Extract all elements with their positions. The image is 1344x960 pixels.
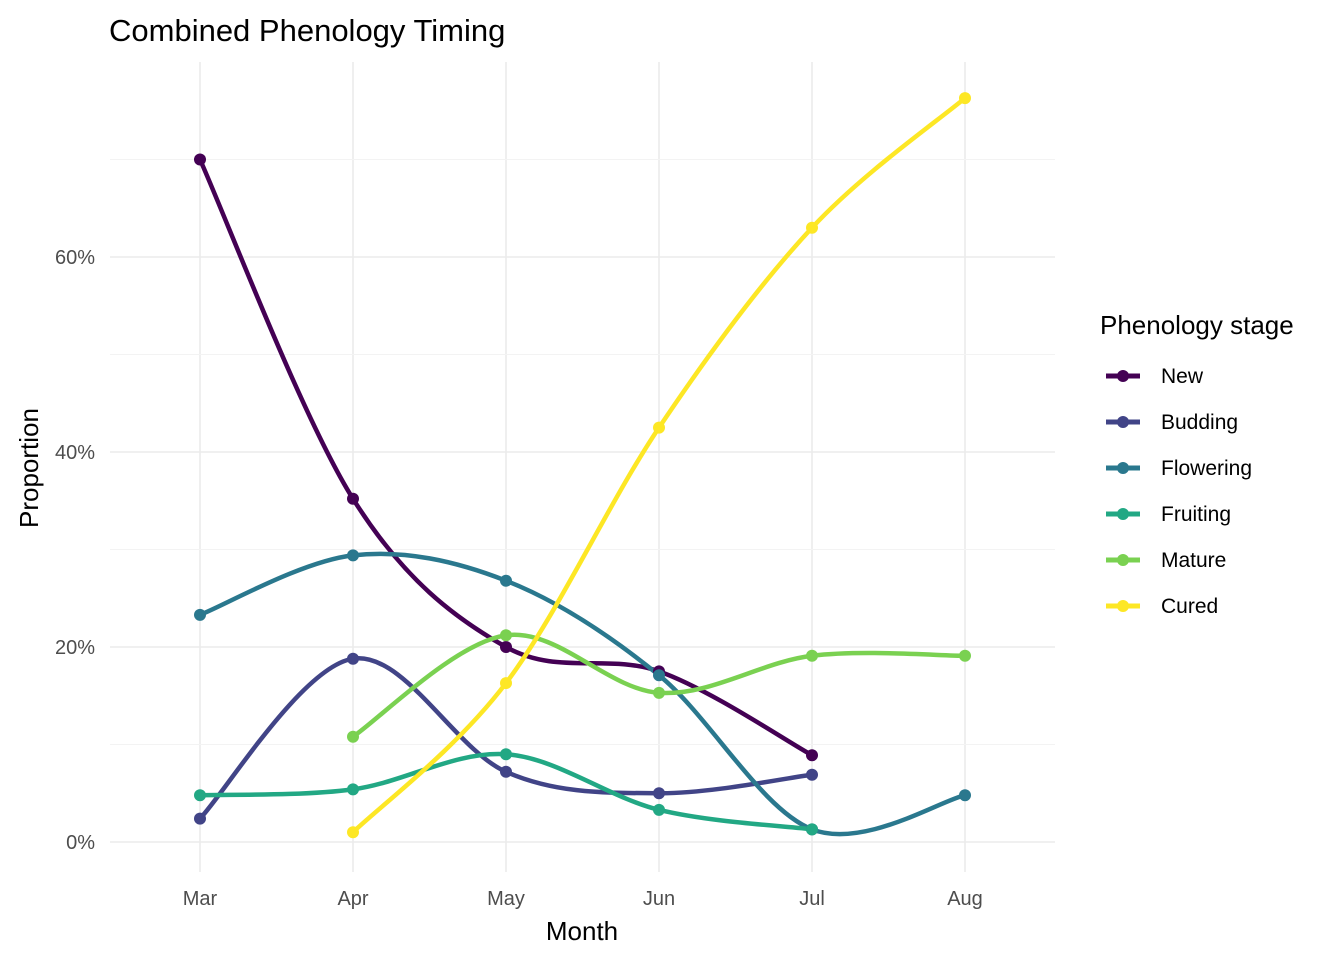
x-tick-label: Aug <box>947 888 983 910</box>
legend-key-point-new <box>1117 370 1129 382</box>
data-point-mature <box>500 629 512 642</box>
series-points <box>194 92 971 839</box>
x-axis-ticks: Mar Apr May Jun Jul Aug <box>183 888 983 910</box>
data-point-cured <box>347 826 359 839</box>
data-point-mature <box>806 649 818 662</box>
x-tick-label: Mar <box>183 888 218 910</box>
data-point-cured <box>653 421 665 434</box>
data-point-fruiting <box>806 823 818 836</box>
chart-title: Combined Phenology Timing <box>109 13 505 48</box>
data-point-budding <box>500 765 512 778</box>
grid <box>110 62 1055 872</box>
data-point-flowering <box>194 608 206 621</box>
data-point-new <box>347 492 359 505</box>
y-tick-label: 20% <box>55 637 95 659</box>
legend: Phenology stage New Budding Flowering Fruit… <box>1100 310 1294 618</box>
data-point-mature <box>653 686 665 699</box>
legend-key-point-mature <box>1117 554 1129 566</box>
data-point-fruiting <box>347 783 359 796</box>
y-axis-ticks: 0% 20% 40% 60% <box>55 247 95 854</box>
x-tick-label: Jun <box>643 888 675 910</box>
data-point-fruiting <box>653 803 665 816</box>
legend-key-point-flowering <box>1117 462 1129 474</box>
series-line-budding <box>197 656 815 821</box>
x-tick-label: Apr <box>337 888 368 910</box>
data-point-flowering <box>347 549 359 562</box>
legend-key-point-fruiting <box>1117 508 1129 520</box>
data-point-fruiting <box>500 748 512 761</box>
legend-label-budding: Budding <box>1161 411 1238 434</box>
y-axis-label: Proportion <box>14 408 44 528</box>
data-point-budding <box>194 812 206 825</box>
y-tick-label: 40% <box>55 442 95 464</box>
series-line-flowering <box>197 551 968 837</box>
data-point-new <box>500 641 512 653</box>
legend-label-flowering: Flowering <box>1161 457 1252 480</box>
x-tick-label: Jul <box>799 888 825 910</box>
legend-label-mature: Mature <box>1161 549 1226 572</box>
data-point-fruiting <box>194 789 206 802</box>
x-axis-label: Month <box>546 916 618 946</box>
legend-title: Phenology stage <box>1100 310 1294 340</box>
legend-label-cured: Cured <box>1161 595 1218 618</box>
data-point-cured <box>959 92 971 105</box>
data-point-flowering <box>500 574 512 587</box>
data-point-budding <box>347 652 359 665</box>
y-tick-label: 60% <box>55 247 95 269</box>
data-point-new <box>806 749 818 762</box>
data-point-budding <box>653 787 665 800</box>
legend-key-point-cured <box>1117 600 1129 612</box>
data-point-cured <box>500 677 512 690</box>
y-tick-label: 0% <box>66 832 95 854</box>
x-tick-label: May <box>487 888 525 910</box>
data-point-flowering <box>653 669 665 682</box>
data-point-new <box>194 153 206 166</box>
series-lines <box>197 95 968 837</box>
data-point-mature <box>959 649 971 662</box>
data-point-flowering <box>959 789 971 802</box>
data-point-mature <box>347 730 359 743</box>
data-point-budding <box>806 768 818 781</box>
data-point-cured <box>806 221 818 234</box>
legend-key-point-budding <box>1117 416 1129 428</box>
legend-label-fruiting: Fruiting <box>1161 503 1231 526</box>
legend-label-new: New <box>1161 365 1204 388</box>
